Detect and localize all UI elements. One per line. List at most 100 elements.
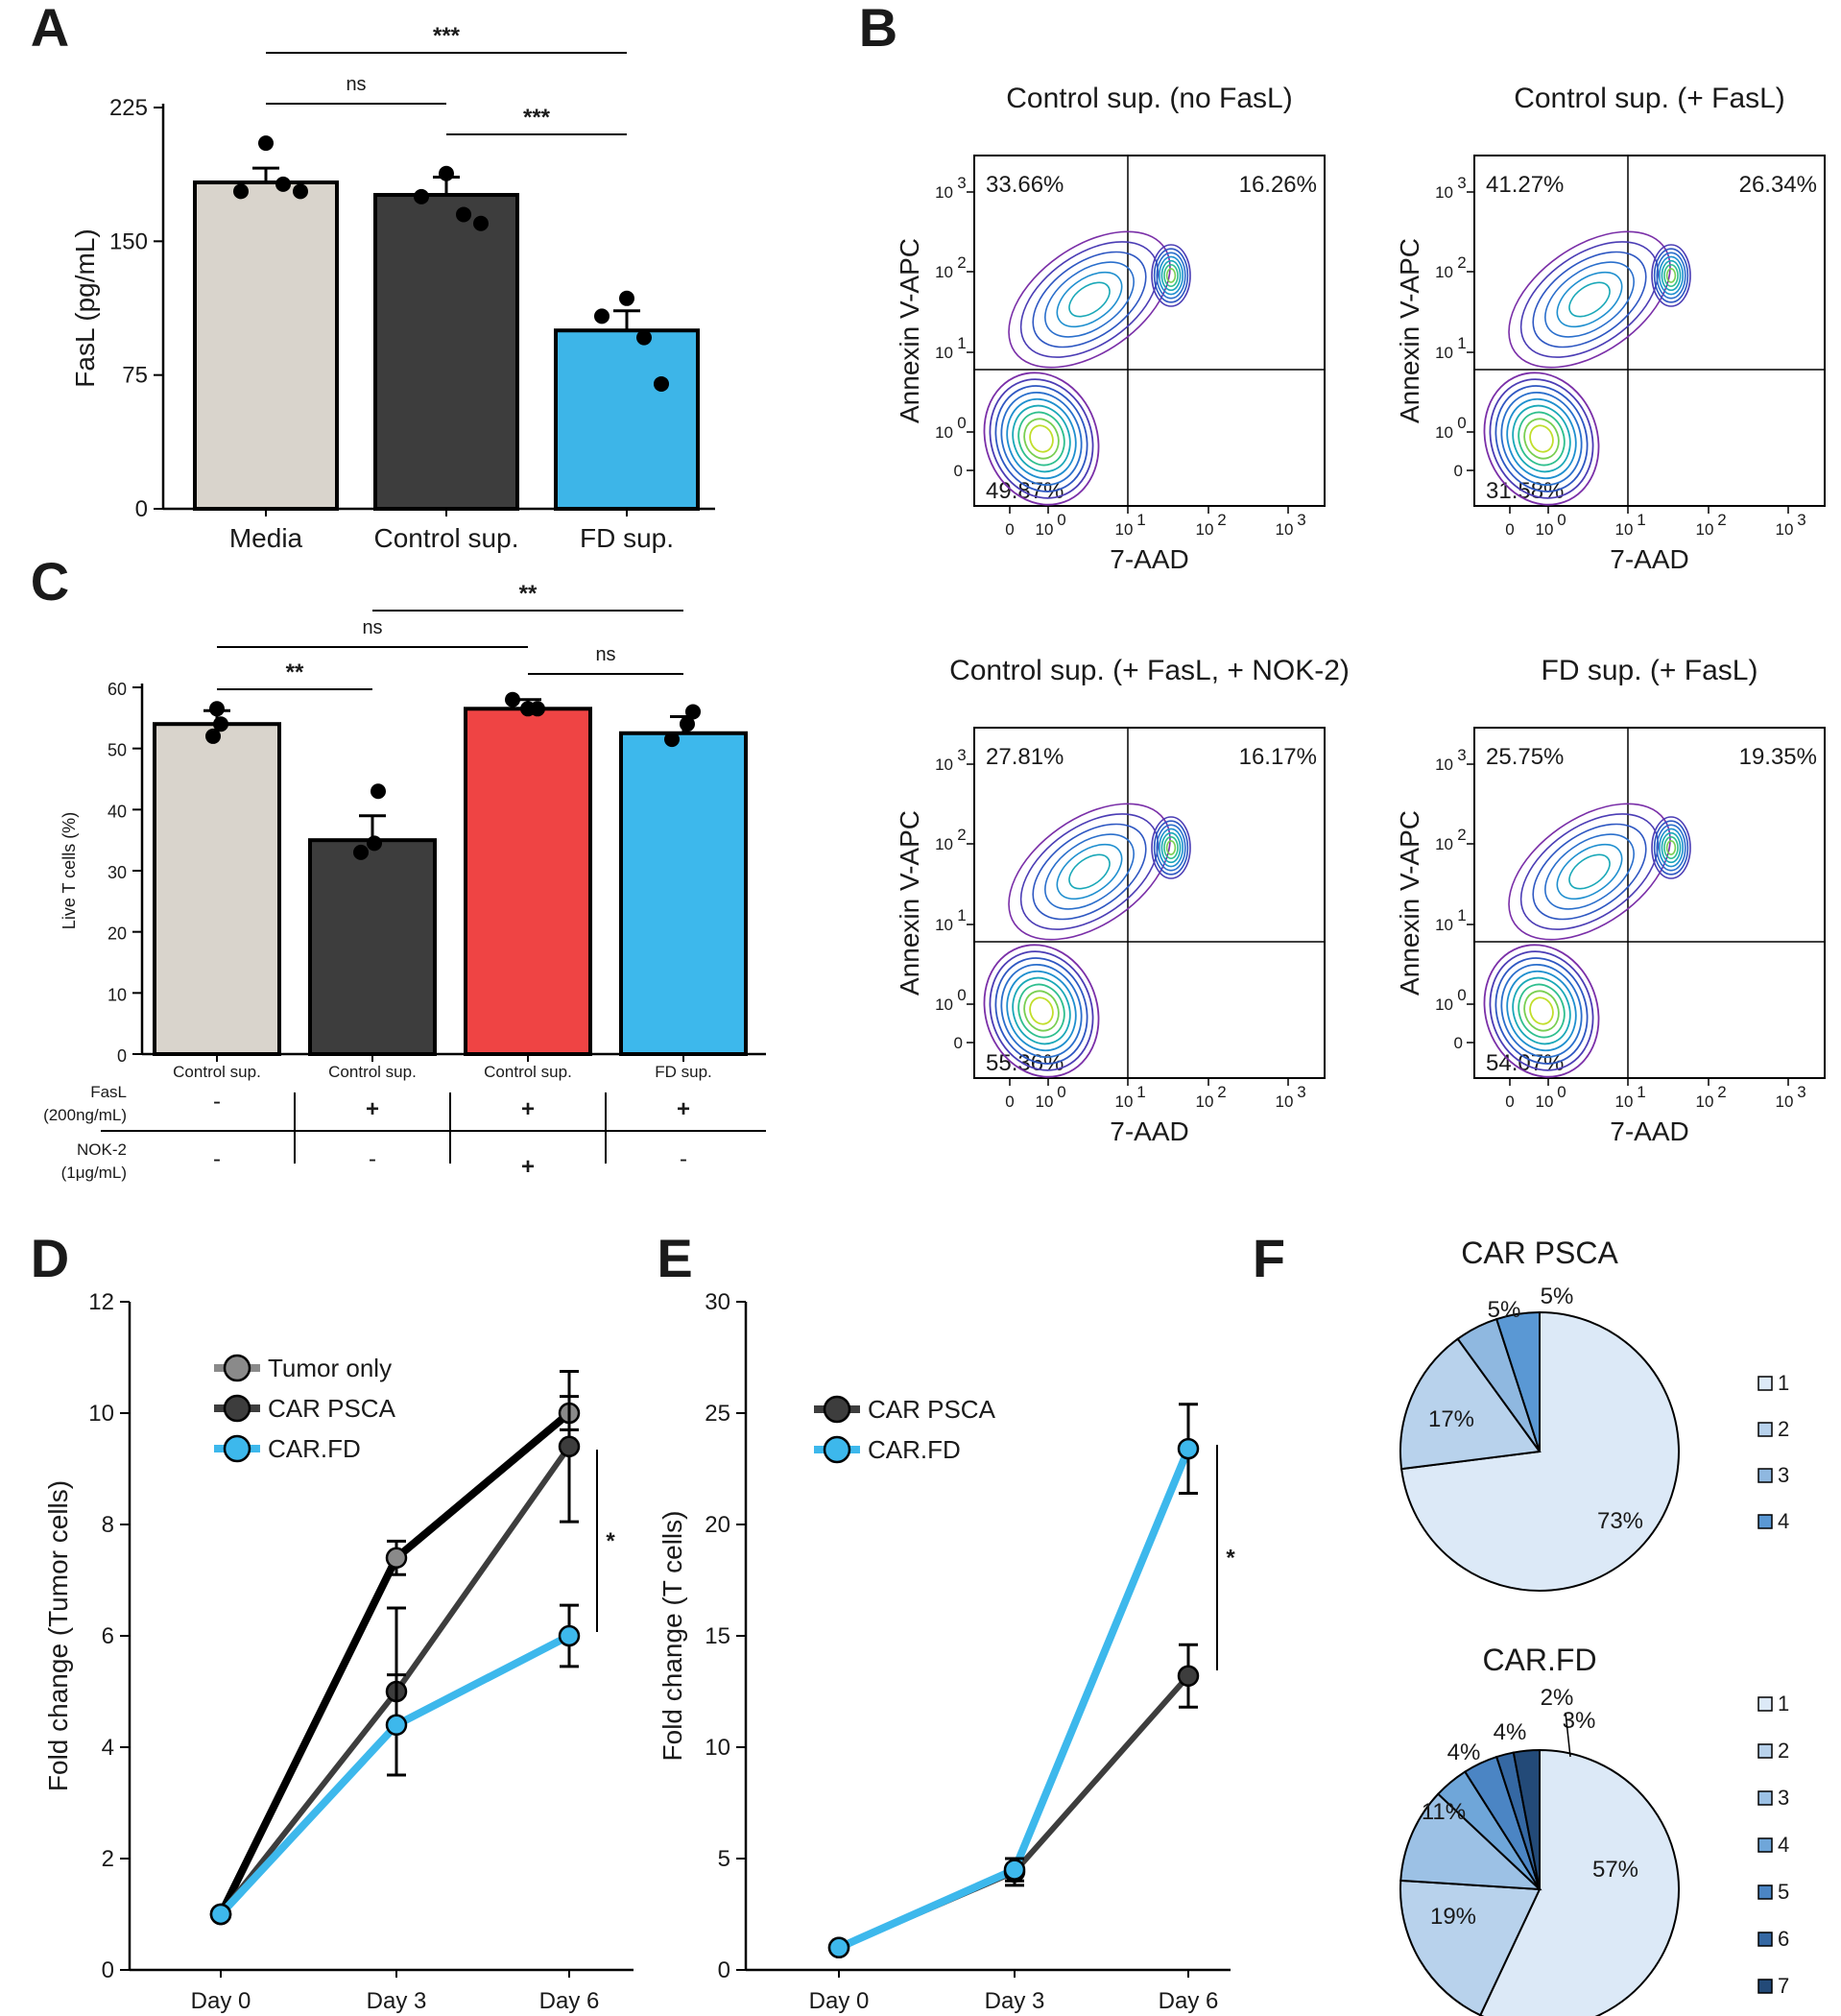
data-point	[619, 290, 634, 306]
legend-label: Tumor only	[268, 1354, 392, 1382]
significance-label: ns	[595, 644, 615, 665]
contour-dead	[1656, 824, 1686, 872]
data-point	[293, 183, 308, 200]
contour-dead	[1653, 248, 1689, 303]
contour-dead	[1661, 259, 1682, 292]
contour-live	[1000, 964, 1083, 1058]
y-tick-exp: 3	[1457, 174, 1466, 192]
pie-slice	[1399, 1337, 1542, 1471]
x-tick-label: 10	[1776, 1092, 1794, 1111]
data-point	[558, 1435, 581, 1458]
x-tick-label: Media	[229, 523, 303, 553]
x-axis-title: 7-AAD	[1110, 544, 1188, 574]
x-tick-exp: 0	[1557, 1083, 1566, 1101]
condition-name: NOK-2	[77, 1140, 127, 1159]
y-tick-exp: 2	[1457, 253, 1466, 272]
data-point	[473, 215, 489, 231]
x-tick-label: 10	[1115, 1092, 1134, 1111]
panel-label-F: F	[1253, 1228, 1285, 1288]
legend-label: CAR.FD	[268, 1434, 361, 1463]
contour-live	[1506, 397, 1577, 480]
x-tick-label: 10	[1696, 520, 1714, 539]
condition-table: FasL (200ng/mL) - + + + NOK-2 (1μg/mL) - - + -	[43, 1083, 766, 1182]
plot-frame	[1473, 727, 1826, 1079]
contour-dead	[1156, 824, 1186, 872]
panel-label-A: A	[31, 0, 69, 58]
x-tick-label: 10	[1536, 1092, 1554, 1111]
significance-label: ns	[362, 617, 382, 638]
contour-live	[1006, 970, 1077, 1052]
x-tick-label: 10	[1615, 1092, 1634, 1111]
y-tick-label: 10	[935, 916, 953, 934]
x-tick-exp: 2	[1217, 511, 1226, 529]
x-tick-label: 0	[1505, 1092, 1514, 1111]
contour-live	[1000, 392, 1083, 486]
significance-label: **	[286, 660, 304, 685]
quadrant-ul-percent: 41.27%	[1486, 172, 1564, 198]
x-tick-exp: 1	[1637, 1083, 1645, 1101]
pie-slice	[1399, 1879, 1542, 2016]
x-tick-exp: 1	[1136, 511, 1145, 529]
contour-dead	[1665, 840, 1677, 855]
x-tick-label: 0	[1505, 520, 1514, 539]
x-tick-exp: 0	[1057, 1083, 1065, 1101]
pie-slice-label: 4%	[1447, 1740, 1481, 1765]
condition-value: -	[369, 1146, 376, 1172]
y-tick-label: 15	[705, 1623, 730, 1649]
contour-apoptotic	[1019, 241, 1160, 358]
contour-apoptotic	[1044, 261, 1135, 338]
contour-dead	[1159, 255, 1184, 296]
condition-value: +	[521, 1154, 535, 1180]
pie-title: CAR PSCA	[1461, 1236, 1618, 1270]
contour-live	[1518, 411, 1566, 467]
data-point	[371, 783, 386, 800]
contour-live	[1529, 996, 1554, 1025]
y-tick-exp: 0	[957, 414, 966, 432]
x-tick-label: Control sup.	[484, 1063, 572, 1081]
legend-label: CAR PSCA	[868, 1395, 996, 1424]
x-tick-label: FD sup.	[655, 1063, 712, 1081]
contour-live	[1512, 976, 1571, 1045]
y-tick-exp: 3	[957, 174, 966, 192]
data-point	[505, 691, 520, 708]
x-tick-exp: 2	[1717, 511, 1726, 529]
x-tick-label: 0	[1005, 1092, 1014, 1111]
pie-slice	[1478, 1748, 1680, 2016]
y-tick-exp: 3	[957, 746, 966, 764]
data-point	[520, 701, 536, 717]
y-axis-title: Annexin V-APC	[895, 238, 924, 423]
x-tick-label: 10	[1036, 520, 1054, 539]
legend-label: CAR.FD	[868, 1435, 961, 1464]
y-tick-label: 10	[935, 996, 953, 1014]
contour-apoptotic	[1044, 833, 1135, 910]
x-tick-label: 10	[1776, 520, 1794, 539]
y-tick-label: 10	[1435, 183, 1453, 202]
x-tick-label: 10	[1196, 520, 1214, 539]
x-tick-exp: 3	[1297, 1083, 1305, 1101]
condition-value: -	[213, 1089, 221, 1115]
contour-live	[1489, 378, 1594, 499]
legend-swatch	[1757, 1468, 1773, 1483]
data-point	[258, 135, 274, 152]
condition-sub: (1μg/mL)	[61, 1164, 127, 1182]
y-tick-label: 10	[1435, 263, 1453, 281]
data-point	[209, 701, 225, 717]
contour-live	[1029, 424, 1054, 453]
flow-plot: Control sup. (+ FasL)0 100101102103010010…	[1395, 83, 1826, 574]
bar	[193, 180, 339, 511]
contour-apoptotic	[1019, 813, 1160, 930]
contour-apoptotic	[1519, 813, 1660, 930]
y-tick-label: 0	[102, 1957, 114, 1983]
x-tick-label: 10	[1196, 1092, 1214, 1111]
data-point	[205, 728, 221, 744]
significance-label: *	[1226, 1546, 1235, 1572]
contour-live	[1006, 397, 1077, 480]
contour-dead	[1656, 252, 1686, 300]
y-tick-exp: 1	[957, 906, 966, 924]
bar-chart-A: 0 75 150 225 FasL (pg/mL) Media Control sup. FD…	[70, 23, 715, 553]
legend-swatch	[1757, 1837, 1773, 1853]
data-point	[233, 183, 249, 200]
y-axis-title: Annexin V-APC	[1395, 810, 1424, 996]
y-tick-label: 60	[108, 680, 127, 699]
y-tick-label: 4	[102, 1735, 114, 1761]
